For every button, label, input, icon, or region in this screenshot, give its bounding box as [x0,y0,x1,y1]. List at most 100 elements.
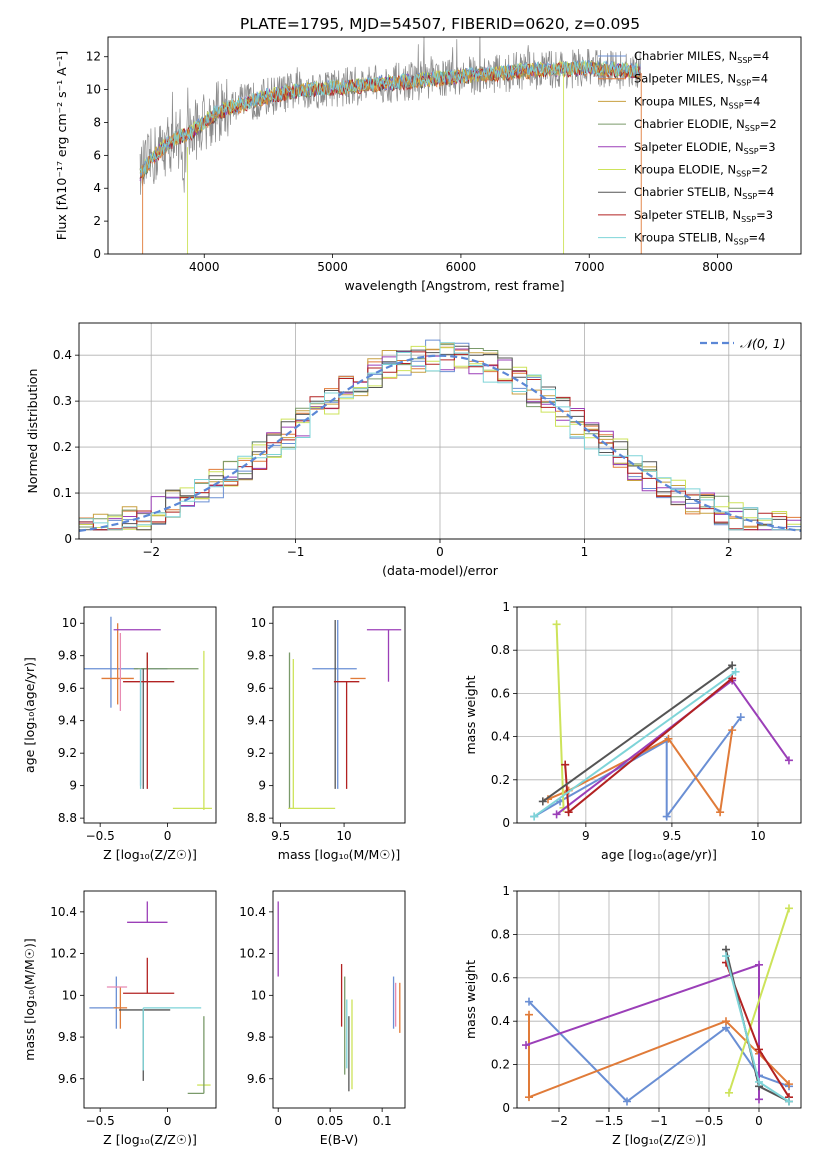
axes-frame [83,890,217,1109]
y-tick-label: 9.2 [58,746,77,760]
legend-entry: Salpeter MILES, NSSP=4 [634,72,768,88]
x-tick-label: −1 [650,1114,668,1128]
y-tick-label: 0.3 [53,394,72,408]
x-axis-label: Z [log₁₀(Z/Z☉)] [103,1132,197,1147]
series-line [555,624,565,808]
x-tick-label: −0.5 [86,1114,115,1128]
y-tick-label: 0.8 [491,643,510,657]
legend-entry: Chabrier STELIB, NSSP=4 [634,185,774,201]
legend: Chabrier MILES, NSSP=4 Salpeter MILES, NS… [598,49,777,247]
series-marker [731,667,740,676]
x-tick-label: 7000 [574,260,605,274]
model-spectrum-line [139,61,641,178]
mass-weight-series [530,667,740,821]
series-marker [728,661,737,670]
series-marker [664,734,673,743]
series-marker [623,1097,631,1106]
y-tick-label: 9.6 [58,1072,77,1086]
y-tick-label: 0 [502,816,510,830]
series-marker [716,808,725,817]
series-marker [538,797,547,806]
y-tick-label: 9.8 [247,1030,266,1044]
axis-ticks: −2 −1 0 1 2 0 0.1 0.2 0.3 0.4 [53,348,733,559]
y-tick-label: 0.2 [491,773,510,787]
error-bar-point [333,681,360,789]
residual-histogram-panel: −2 −1 0 1 2 0 0.1 0.2 0.3 0.4 (data-model)/error No… [25,322,802,578]
legend-entry: Chabrier ELODIE, NSSP=2 [634,117,777,133]
y-tick-label: 0.4 [53,348,72,362]
x-tick-label: 0 [164,1114,172,1128]
x-tick-label: 0.1 [373,1114,392,1128]
y-tick-label: 9 [258,779,266,793]
error-bar-point [139,668,168,786]
x-tick-label: 0 [755,1114,763,1128]
series-marker [725,1088,733,1097]
x-tick-label: 0 [436,545,444,559]
axis-ticks: 0 0.05 0.1 9.6 9.8 10 10.2 10.4 [239,905,391,1128]
error-bar-point [142,1007,202,1071]
axes-frame [107,36,802,255]
x-tick-label: −1 [287,545,305,559]
legend-entry: Chabrier MILES, NSSP=4 [634,49,769,65]
axis-ticks: −2 −1.5 −1 −0.5 0 0 0.2 0.4 0.6 0.8 1 [491,884,763,1128]
series-marker [564,808,573,817]
y-tick-label: 10.4 [239,905,266,919]
series-marker [784,756,793,765]
y-tick-label: 9.8 [247,649,266,663]
mass-weight-series [552,620,568,812]
age-vs-mass-panel: 9.5 10 8.8 9 9.2 9.4 9.6 9.8 10 mass [log₁₀(M/M☉)… [247,606,406,862]
x-tick-label: 10 [336,829,351,843]
y-axis-label: Flux [fλ10⁻¹⁷ erg cm⁻² s⁻¹ A⁻¹] [54,51,69,240]
histogram-series [79,342,801,531]
plot-area [522,904,793,1106]
series-marker [785,1080,793,1089]
plot-area [530,620,793,821]
error-bar-point [89,976,117,1029]
y-tick-label: 6 [93,148,101,162]
y-tick-label: 9.8 [58,649,77,663]
series-marker [755,1045,763,1054]
mass-vs-metallicity-panel: −0.5 0 9.6 9.8 10 10.2 10.4 Z [log₁₀(Z/Z☉)] mass… [22,890,217,1147]
legend-entry: Salpeter STELIB, NSSP=3 [634,208,773,224]
series-marker [728,726,737,735]
x-axis-label: E(B-V) [320,1132,359,1147]
y-tick-label: 10 [86,83,101,97]
y-tick-label: 9.2 [247,746,266,760]
mass-weight-vs-age-panel: 9 9.5 10 0 0.2 0.4 0.6 0.8 1 age [log₁₀(age/yr)] m… [463,600,802,862]
error-bar-point [84,616,138,708]
y-tick-label: 0 [93,247,101,261]
x-axis-label: Z [log₁₀(Z/Z☉)] [103,847,197,862]
error-bar-point [101,623,134,705]
y-tick-label: 9 [69,779,77,793]
plot-area [277,901,401,1092]
error-bar-point [187,1016,205,1095]
mass-weight-series [561,674,737,817]
y-tick-label: 10 [62,616,77,630]
x-tick-label: 9 [582,829,590,843]
x-tick-label: −1.5 [594,1114,623,1128]
x-tick-label: 9.5 [662,829,681,843]
y-tick-label: 9.4 [247,714,266,728]
normal-curve [79,354,801,532]
x-tick-label: −2 [550,1114,568,1128]
y-tick-label: 2 [93,214,101,228]
x-tick-label: 1 [581,545,589,559]
axes-frame [516,606,802,824]
series-marker [785,904,793,913]
x-axis-label: mass [log₁₀(M/M☉)] [278,847,400,862]
x-tick-label: 9.5 [271,829,290,843]
series-marker [722,1017,730,1026]
x-tick-label: 6000 [446,260,477,274]
error-bar-point [123,957,175,994]
x-axis-label: (data-model)/error [382,563,499,578]
series-marker [728,674,737,683]
error-bar-point [119,1009,171,1081]
x-tick-label: 2 [725,545,733,559]
y-tick-label: 0.6 [491,686,510,700]
x-tick-label: 0.05 [317,1114,344,1128]
series-marker [755,1095,763,1104]
axes-frame [272,606,406,824]
y-tick-label: 8.8 [247,811,266,825]
y-tick-label: 0.8 [491,927,510,941]
legend-entry: 𝒩(0, 1) [740,336,786,351]
